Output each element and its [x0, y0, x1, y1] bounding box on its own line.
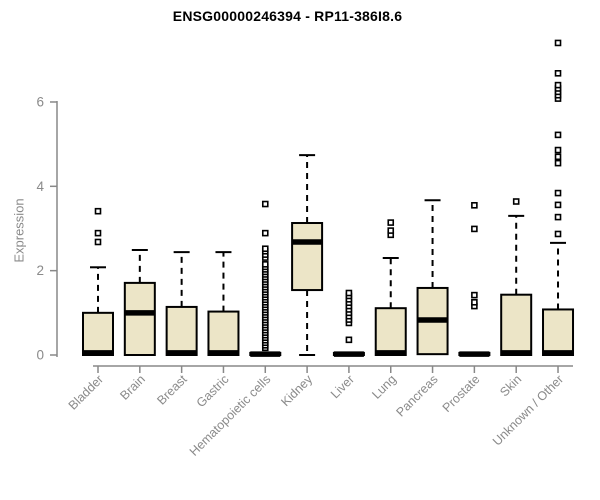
x-category-label: Liver	[328, 372, 357, 401]
outlier-point	[94, 207, 102, 215]
box	[165, 305, 198, 357]
outlier-point	[471, 291, 478, 299]
outlier-point	[261, 200, 269, 208]
x-category-label: Hematopoietic cells	[187, 372, 274, 459]
y-tick-label: 6	[36, 94, 44, 109]
outlier-point	[512, 198, 520, 205]
outlier-point	[471, 225, 478, 233]
outlier-point	[554, 230, 562, 238]
x-category-label: Breast	[154, 372, 190, 408]
outlier-point	[387, 219, 395, 226]
x-category-label: Pancreas	[393, 372, 440, 419]
x-category-label: Skin	[497, 372, 524, 399]
box	[207, 310, 240, 357]
y-tick-label: 0	[36, 348, 44, 363]
x-category-label: Kidney	[278, 372, 315, 409]
y-tick-label: 4	[36, 179, 44, 194]
x-category-label: Brain	[117, 372, 148, 403]
box	[542, 308, 575, 356]
outlier-point	[261, 261, 269, 268]
outlier-point	[387, 227, 395, 234]
x-category-label: Bladder	[66, 372, 106, 412]
x-category-label: Prostate	[440, 372, 483, 415]
box	[291, 222, 324, 292]
outlier-point	[554, 70, 562, 77]
outlier-point	[345, 289, 353, 297]
box	[82, 311, 114, 356]
outlier-point	[554, 159, 562, 167]
outlier-point	[554, 213, 562, 221]
outlier-point	[554, 131, 562, 139]
y-tick-label: 2	[36, 263, 44, 278]
outlier-point	[554, 81, 562, 89]
outlier-point	[554, 201, 562, 209]
outlier-point	[261, 245, 269, 253]
outlier-point	[554, 189, 562, 197]
outlier-point	[471, 201, 478, 209]
x-category-label: Lung	[369, 372, 399, 402]
outlier-point	[94, 229, 102, 237]
x-category-label: Gastric	[194, 372, 232, 410]
outlier-point	[471, 298, 478, 306]
box	[123, 281, 156, 357]
outlier-point	[554, 146, 562, 154]
outlier-point	[94, 238, 102, 246]
outlier-point	[345, 336, 353, 344]
x-category-label: Unknown / Other	[490, 372, 566, 448]
outlier-point	[554, 153, 562, 161]
chart-title: ENSG00000246394 - RP11-386I8.6	[172, 8, 403, 24]
outlier-point	[261, 229, 269, 237]
box	[374, 307, 407, 357]
outlier-point	[554, 39, 562, 47]
box	[500, 293, 533, 356]
